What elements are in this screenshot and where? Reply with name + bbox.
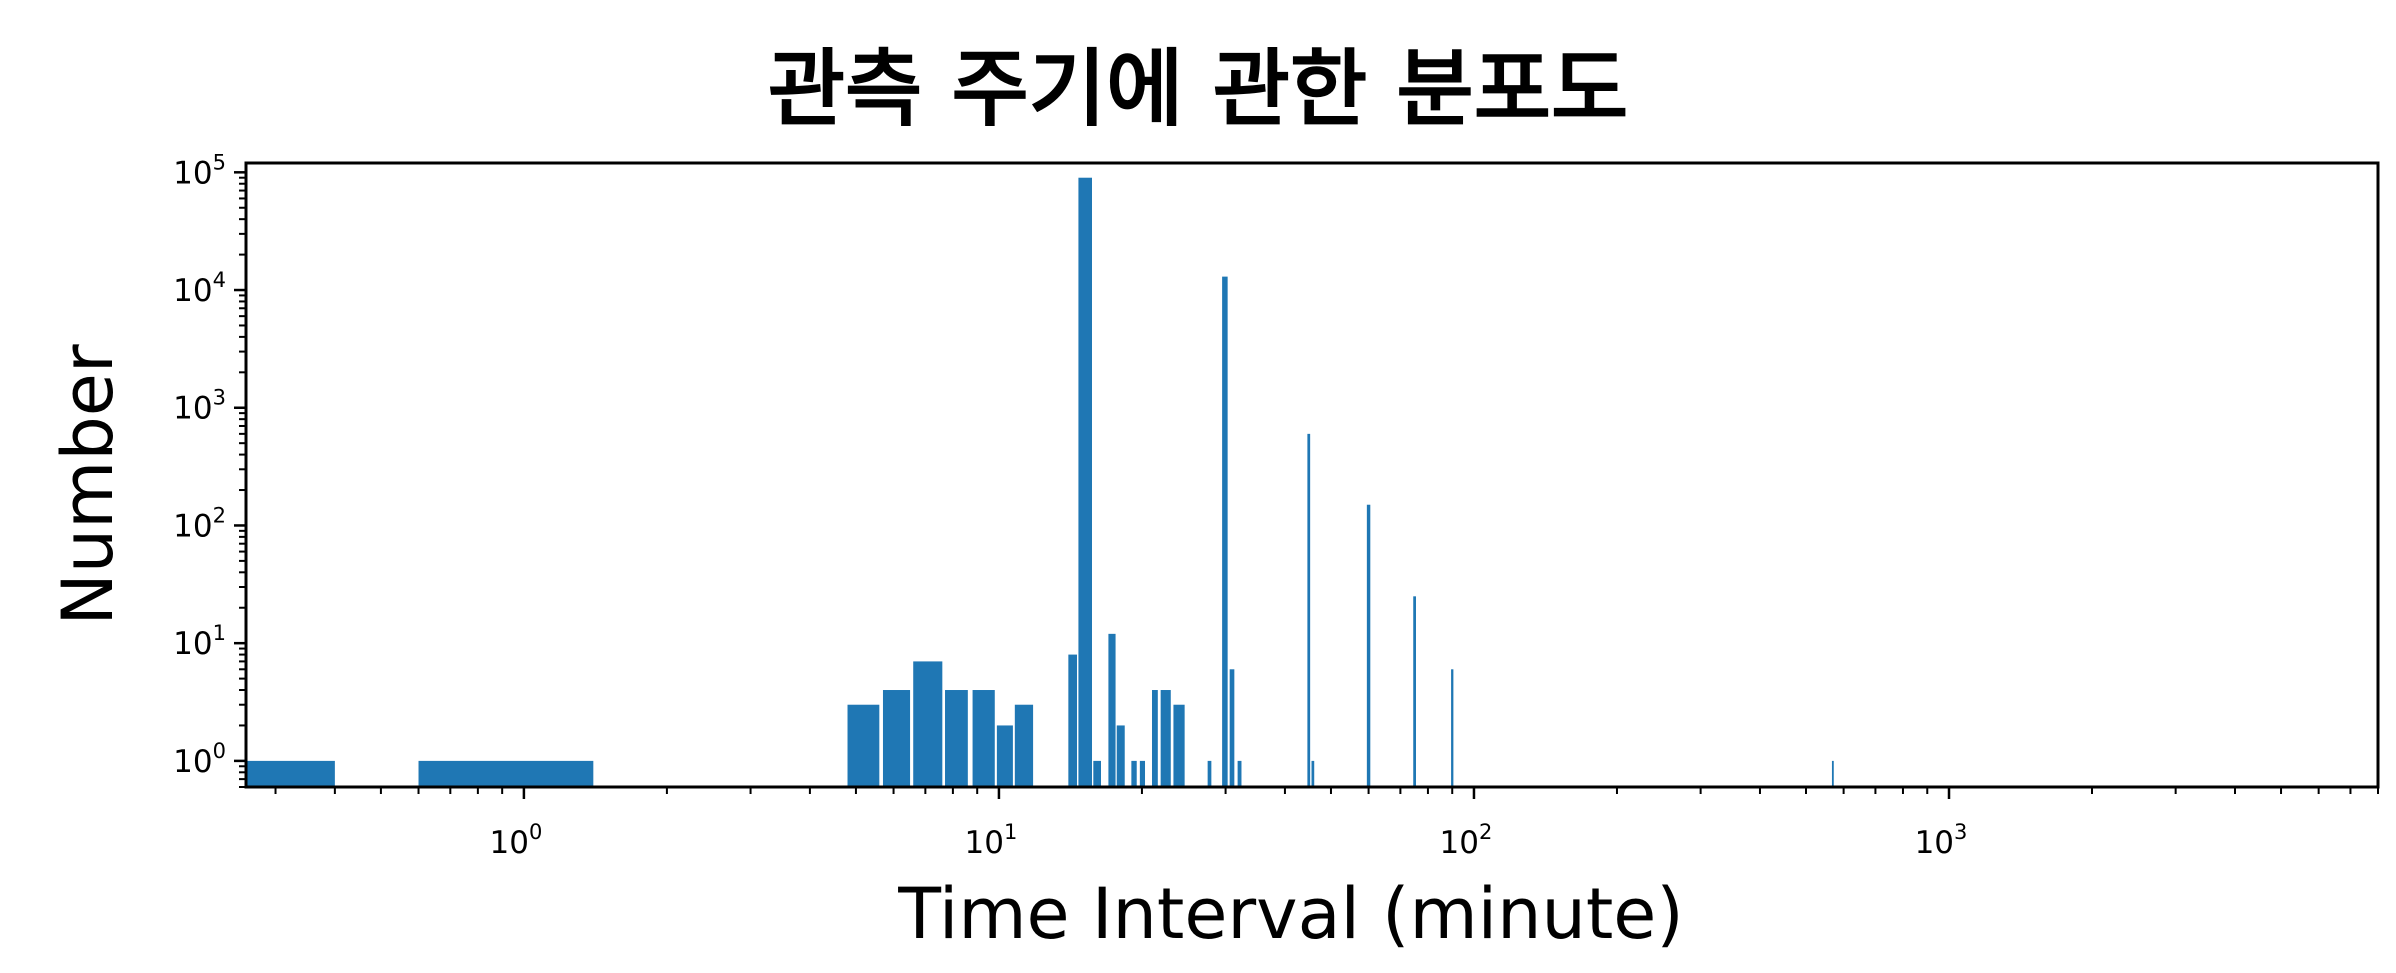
bar-17: [1160, 690, 1171, 787]
bar-9: [1068, 654, 1078, 787]
bar-3: [882, 690, 911, 787]
bar-4: [913, 661, 943, 787]
bar-15: [1139, 760, 1146, 787]
bar-27: [1451, 669, 1454, 787]
y-axis-label: Number: [47, 344, 129, 625]
bar-28: [1831, 760, 1834, 787]
bar-21: [1229, 669, 1235, 787]
bar-13: [1116, 725, 1125, 787]
y-tick-label: 102: [173, 503, 226, 544]
chart-title: 관측 주기에 관한 분포도: [767, 40, 1629, 138]
plot-frame: [244, 161, 2380, 789]
bar-24: [1311, 760, 1315, 787]
bar-2: [847, 704, 880, 787]
y-axis-ticks: 100 101 102 103 104 105: [173, 150, 246, 788]
bar-18: [1173, 704, 1185, 787]
y-tick-label: 103: [173, 386, 226, 427]
x-tick-label: 103: [1915, 820, 1968, 861]
bar-19: [1207, 760, 1212, 787]
bar-20: [1222, 276, 1228, 787]
bar-25: [1366, 504, 1371, 787]
x-axis-ticks: 100 101 102 103: [274, 787, 2379, 861]
bar-8: [1014, 704, 1034, 787]
bar-22: [1237, 760, 1242, 787]
bar-5: [945, 690, 968, 787]
bars-layer: [246, 177, 1834, 787]
bar-6: [972, 690, 995, 787]
bar-23: [1307, 433, 1311, 787]
bar-1: [418, 760, 594, 787]
x-tick-label: 101: [965, 820, 1018, 861]
x-axis-label: Time Interval (minute): [897, 873, 1683, 955]
bar-11: [1093, 760, 1101, 787]
bar-14: [1131, 760, 1137, 787]
y-tick-label: 104: [173, 268, 226, 309]
bar-12: [1108, 633, 1116, 787]
bar-10: [1078, 177, 1092, 787]
bar-0: [246, 760, 335, 787]
y-tick-label: 105: [173, 150, 226, 191]
y-tick-label: 101: [173, 621, 226, 662]
x-tick-label: 100: [489, 820, 542, 861]
bar-7: [996, 725, 1013, 787]
y-tick-label: 100: [173, 739, 226, 780]
x-tick-label: 102: [1440, 820, 1493, 861]
bar-16: [1152, 690, 1158, 787]
bar-26: [1413, 596, 1416, 787]
